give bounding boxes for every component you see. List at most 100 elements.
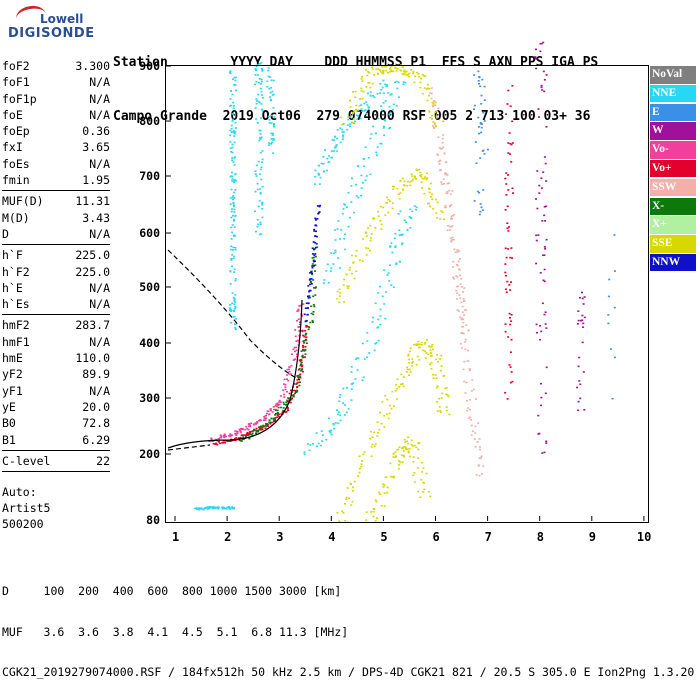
nne-streak-trace (260, 103, 263, 105)
w-scatter-trace (540, 177, 543, 179)
auto-artist: Artist5 (2, 501, 51, 515)
param-name: MUF(D) (2, 194, 44, 209)
w-scatter-trace (536, 331, 538, 334)
nne-streak-trace (256, 188, 259, 191)
header-values: Campo Grande 2019 Oct06 279 074000 RSF 0… (113, 109, 591, 124)
nne-streak-trace (234, 76, 237, 79)
vo-plus-scatter-trace (509, 323, 512, 326)
nne-streak-trace (229, 197, 232, 199)
w-scatter-trace (538, 116, 541, 118)
nne-streak-trace (257, 160, 260, 163)
param-name: yF2 (2, 367, 23, 382)
w-scatter-trace (542, 279, 545, 282)
nne-streak-trace (234, 323, 237, 326)
nne-streak-trace (266, 85, 269, 88)
param-row: h`F 225.0 (2, 247, 110, 263)
auto-code: 500200 (2, 517, 44, 531)
nne-streak-trace (259, 221, 262, 224)
nne-streak-trace (258, 199, 261, 202)
w-scatter-trace (537, 108, 540, 110)
nne-streak-trace (231, 224, 234, 226)
param-value: 3.43 (82, 210, 110, 225)
w-scatter-trace (535, 48, 537, 51)
nne-streak-trace (233, 135, 236, 137)
nne-streak-trace (229, 248, 232, 251)
w-scatter-trace (541, 220, 544, 222)
param-value: 225.0 (75, 248, 110, 263)
nne-streak-trace (261, 109, 264, 112)
nne-streak-trace (259, 188, 262, 190)
w-scatter-trace (537, 433, 540, 435)
w-scatter-trace (541, 89, 544, 91)
w-scatter-trace (543, 246, 546, 248)
nne-streak-trace (231, 146, 234, 149)
nne-streak-trace (261, 161, 263, 163)
e-scatter-trace (477, 126, 480, 128)
w-scatter-trace (543, 90, 546, 93)
w-scatter-trace (540, 330, 543, 333)
vo-plus-scatter-trace (512, 192, 514, 194)
vo-plus-scatter-trace (510, 161, 513, 163)
nne-streak-trace (234, 279, 237, 282)
vo-plus-scatter-trace (507, 152, 510, 154)
y-tick-label: 80 (146, 513, 160, 527)
nne-streak-trace (231, 159, 234, 162)
ionogram-plot (165, 41, 645, 523)
e-scatter-trace (611, 397, 614, 400)
vo-plus-scatter-trace (507, 142, 510, 144)
nne-streak-trace (230, 188, 233, 191)
nne-streak-trace (258, 129, 261, 132)
footer-info: D 100 200 400 600 800 1000 1500 3000 [km… (2, 558, 694, 693)
w-scatter-trace (540, 86, 543, 89)
param-name: fmin (2, 173, 30, 188)
param-row: yF2 89.9 (2, 366, 110, 382)
sse-multihop-trace (365, 436, 432, 522)
e-scatter-trace (613, 306, 616, 309)
nne-streak-trace (233, 268, 236, 271)
nne-streak-trace (269, 76, 272, 78)
e-scatter-trace (607, 295, 610, 298)
nne-streak-trace (233, 300, 236, 302)
w-scatter-trace (545, 327, 548, 329)
nne-streak-trace (270, 138, 273, 140)
w-scatter-trace (540, 42, 543, 45)
e-scatter-trace (479, 85, 482, 88)
nne-streak-trace (233, 218, 235, 221)
param-name: foF1p (2, 91, 37, 106)
x-tick-label: 7 (484, 530, 492, 544)
w-scatter-trace (579, 397, 582, 400)
vo-plus-scatter-trace (511, 120, 514, 123)
e-scatter-trace (475, 162, 478, 164)
e-scatter-trace (480, 94, 483, 97)
param-value: N/A (89, 107, 110, 122)
nne-streak-trace (233, 132, 236, 135)
nne-streak-trace (260, 90, 263, 93)
w-scatter-trace (579, 296, 581, 299)
w-scatter-trace (541, 302, 544, 305)
vo-plus-scatter-trace (504, 288, 507, 291)
legend-item-x-: X- (650, 197, 696, 216)
e-scatter-trace (480, 126, 483, 129)
nne-streak-trace (229, 283, 232, 285)
nne-streak-trace (233, 298, 236, 300)
nne-streak-trace (255, 81, 258, 83)
nne-streak-trace (254, 173, 257, 175)
param-name: hmF2 (2, 318, 30, 333)
vo-plus-scatter-trace (511, 380, 514, 383)
param-row: B1 6.29 (2, 432, 110, 448)
vo-plus-scatter-trace (509, 366, 512, 368)
w-scatter-trace (545, 442, 548, 444)
nne-streak-trace (233, 84, 236, 86)
vo-plus-scatter-trace (505, 113, 507, 115)
nne-streak-trace (233, 181, 235, 184)
param-name: C-level (2, 453, 51, 468)
nne-streak-trace (259, 62, 261, 65)
vo-plus-scatter-trace (508, 132, 511, 134)
nne-streak-trace (230, 238, 233, 240)
vo-plus-scatter-trace (505, 172, 508, 174)
x-tick-label: 10 (636, 530, 652, 544)
nne-streak-trace (232, 78, 234, 81)
nne-streak-trace (260, 62, 263, 64)
nne-streak-trace (261, 204, 264, 206)
w-scatter-trace (542, 70, 545, 73)
